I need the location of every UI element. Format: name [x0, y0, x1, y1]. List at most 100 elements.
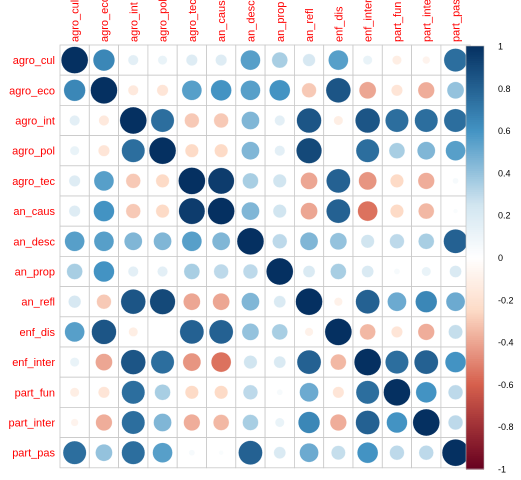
colorbar-tick-label: 1: [498, 42, 503, 52]
corr-circle-an_desc-agro_tec: [181, 231, 202, 252]
colorbar-segment: [466, 323, 484, 326]
colorbar-segment: [466, 378, 484, 381]
corr-circle-agro_tec-agro_tec: [178, 167, 206, 195]
corr-circle-an_desc-part_inter: [418, 233, 435, 250]
corr-circle-enf_inter-enf_inter: [354, 348, 382, 376]
corr-circle-agro_tec-enf_dis: [326, 168, 351, 194]
colorbar-tick-label: 0.4: [498, 168, 511, 178]
corr-circle-agro_tec-part_inter: [417, 172, 435, 190]
colorbar-segment: [466, 126, 484, 130]
corr-circle-part_fun-agro_pol: [154, 384, 171, 401]
corr-circle-agro_pol-agro_eco: [98, 144, 110, 157]
colorbar-segment: [466, 416, 484, 419]
corr-circle-agro_int-enf_inter: [355, 107, 381, 134]
colorbar-segment: [466, 437, 484, 440]
corr-circle-part_fun-agro_cul: [69, 387, 80, 398]
colorbar-segment: [466, 456, 484, 460]
colorbar-segment: [466, 134, 484, 138]
corr-circle-agro_int-agro_tec: [184, 112, 200, 129]
colorbar-segment: [466, 225, 484, 229]
colorbar-segment: [466, 460, 484, 464]
corr-circle-agro_eco-agro_pol: [156, 84, 169, 97]
colorbar-tick-label: 0.6: [498, 126, 511, 136]
corr-circle-agro_int-agro_eco: [98, 115, 110, 126]
colorbar-segment: [466, 375, 484, 379]
corr-circle-part_fun-agro_tec: [184, 385, 199, 400]
colorbar-segment: [466, 397, 484, 400]
col-label-part_fun: part_fun: [392, 2, 404, 42]
corr-circle-part_pas-agro_pol: [152, 442, 173, 463]
row-label-an_refl: an_refl: [21, 297, 55, 309]
col-label-part_pas: part_pas: [451, 0, 463, 42]
corr-circle-enf_inter-agro_int: [120, 349, 146, 375]
colorbar-segment: [466, 90, 484, 94]
colorbar-segment: [466, 257, 484, 261]
colorbar-segment: [466, 284, 484, 288]
column-labels: agro_cul agro_eco agro_int agro_pol agro_tec…: [70, 0, 463, 42]
corr-circle-an_refl-agro_cul: [68, 295, 82, 309]
colorbar-segment: [466, 111, 484, 115]
colorbar-segment: [466, 333, 484, 337]
corr-circle-an_prop-agro_pol: [157, 266, 168, 277]
corr-circle-an_caus-part_pas: [453, 208, 459, 214]
colorbar-segment: [466, 411, 484, 415]
col-label-an_refl: an_refl: [304, 8, 316, 42]
colorbar-segment: [466, 240, 484, 244]
colorbar-segment: [466, 392, 484, 396]
corr-circle-agro_eco-enf_inter: [358, 81, 377, 99]
corr-circle-agro_tec-agro_pol: [155, 174, 170, 188]
colorbar-segment: [466, 143, 484, 147]
corr-circle-agro_cul-agro_eco: [92, 49, 115, 72]
colorbar-segment: [466, 81, 484, 85]
colorbar-legend: 1 0.8 0.6 0.4 0.2 0 -0.2 -0.4 -0.6 -0.8 -1: [465, 42, 514, 475]
corr-circle-an_prop-enf_dis: [330, 263, 347, 280]
colorbar-segment: [466, 196, 484, 199]
colorbar-segment: [466, 272, 484, 276]
corr-circle-agro_int-agro_int: [119, 106, 147, 135]
corr-circle-agro_int-an_refl: [296, 107, 322, 134]
colorbar-segment: [466, 253, 484, 256]
corr-circle-part_inter-agro_int: [121, 410, 146, 435]
colorbar-segment: [466, 441, 484, 445]
colorbar-tick-label: -0.8: [498, 422, 514, 432]
colorbar-segment: [466, 388, 484, 392]
colorbar-segment: [466, 356, 484, 360]
colorbar-segment: [466, 409, 484, 413]
corr-circle-an_caus-agro_cul: [68, 205, 81, 217]
corr-circle-part_fun-part_fun: [383, 378, 411, 406]
corr-circle-enf_dis-enf_inter: [359, 323, 376, 341]
corr-circle-enf_dis-an_desc: [241, 323, 260, 341]
corr-circle-part_pas-agro_cul: [62, 440, 87, 465]
corr-circle-part_pas-part_fun: [389, 445, 405, 461]
colorbar-segment: [466, 265, 484, 269]
colorbar-segment: [466, 280, 484, 284]
colorbar-segment: [466, 443, 484, 447]
corr-circle-an_refl-part_fun: [387, 292, 407, 312]
colorbar-segment: [466, 251, 484, 254]
corr-circle-agro_tec-agro_eco: [93, 170, 115, 192]
corr-circle-an_caus-enf_dis: [326, 198, 351, 224]
corr-circle-part_pas-an_caus: [218, 450, 224, 456]
colorbar-segment: [466, 151, 484, 155]
cell-an_caus-an_prop: [264, 195, 295, 227]
colorbar-segment: [466, 405, 484, 409]
colorbar-segment: [466, 327, 484, 331]
corr-circle-enf_dis-agro_eco: [91, 319, 117, 345]
col-label-agro_int: agro_int: [128, 2, 140, 42]
corr-circle-enf_inter-an_prop: [273, 355, 286, 369]
corr-circle-an_caus-agro_eco: [93, 200, 115, 222]
corr-circle-agro_tec-an_caus: [207, 167, 235, 195]
corr-circle-an_refl-an_desc: [241, 292, 260, 311]
colorbar-segment: [466, 447, 484, 451]
colorbar-frame: [465, 45, 485, 470]
colorbar-segment: [466, 77, 484, 81]
corr-circle-part_fun-enf_inter: [355, 380, 380, 405]
corr-circle-an_desc-an_desc: [236, 227, 265, 255]
row-label-part_fun: part_fun: [15, 387, 55, 399]
corr-circle-an_desc-agro_pol: [153, 232, 172, 251]
corr-circle-an_desc-an_prop: [272, 233, 288, 249]
colorbar-segment: [466, 361, 484, 364]
colorbar-tick-label: -0.2: [498, 295, 514, 305]
corr-circle-agro_cul-part_pas: [443, 48, 468, 72]
